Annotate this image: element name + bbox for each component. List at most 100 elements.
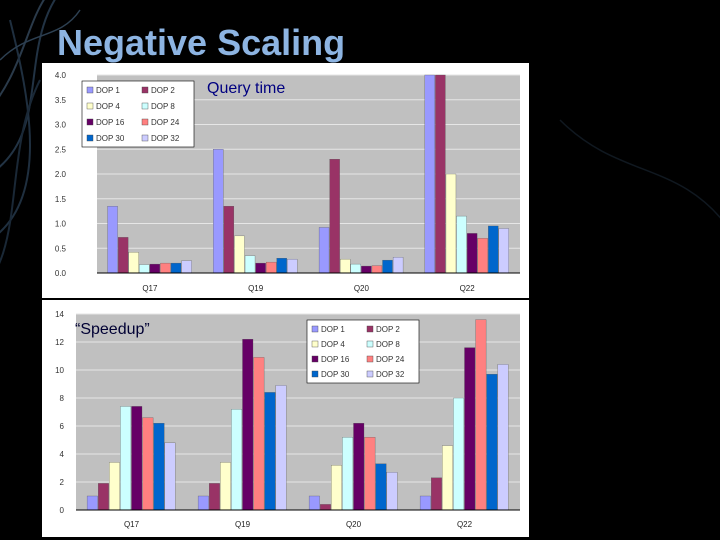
bar-dop-16-q20 xyxy=(353,423,365,511)
bar-dop-24-q17 xyxy=(142,417,154,511)
query-time-plot: 0.0 0.5 1.0 1.5 2.0 2.5 3.0 3.5 4.0 Q17 Q19 Q20 Q22 D… xyxy=(55,71,520,293)
y-tick-label: 3.0 xyxy=(55,121,67,130)
legend-label: DOP 24 xyxy=(151,118,180,127)
legend-label: DOP 16 xyxy=(321,355,350,364)
y-tick-label: 1.0 xyxy=(55,220,67,229)
bar-dop-4-q20 xyxy=(340,258,351,274)
bar-dop-2-q19 xyxy=(223,206,235,274)
bar-dop-8-q22 xyxy=(453,397,465,511)
y-tick-label: 0 xyxy=(60,506,65,515)
slide-title: Negative Scaling xyxy=(57,22,346,63)
legend-swatch xyxy=(86,86,94,94)
bar-dop-1-q19 xyxy=(213,149,224,274)
legend-swatch xyxy=(366,370,374,378)
bar-dop-1-q20 xyxy=(318,227,330,274)
category-label: Q22 xyxy=(460,284,476,293)
bar-dop-32-q22 xyxy=(498,228,509,274)
bar-dop-4-q22 xyxy=(442,445,453,511)
legend-label: DOP 4 xyxy=(96,102,120,111)
bar-dop-32-q20 xyxy=(386,472,398,511)
bar-dop-24-q19 xyxy=(253,357,265,511)
bar-dop-16-q20 xyxy=(361,265,372,274)
legend-label: DOP 32 xyxy=(151,134,180,143)
bar-dop-4-q19 xyxy=(220,462,231,511)
legend-swatch xyxy=(86,102,94,110)
legend-swatch xyxy=(366,355,374,363)
y-tick-label: 3.5 xyxy=(55,96,67,105)
y-tick-label: 0.5 xyxy=(55,244,67,253)
legend-label: DOP 8 xyxy=(151,102,175,111)
legend-label: DOP 30 xyxy=(96,134,125,143)
category-label: Q19 xyxy=(235,520,251,529)
bar-dop-1-q20 xyxy=(308,495,320,511)
bar-dop-32-q22 xyxy=(497,364,509,511)
legend-swatch xyxy=(311,355,319,363)
category-label: Q19 xyxy=(248,284,264,293)
y-tick-label: 12 xyxy=(55,338,64,347)
bar-dop-30-q20 xyxy=(375,463,387,511)
bar-dop-32-q19 xyxy=(275,385,287,511)
bar-dop-24-q20 xyxy=(364,437,376,511)
bar-dop-4-q17 xyxy=(109,462,120,511)
bar-dop-4-q22 xyxy=(445,173,457,274)
legend-swatch xyxy=(366,340,374,348)
bar-dop-1-q22 xyxy=(419,495,431,511)
query-time-chart-title: Query time xyxy=(207,80,286,97)
bar-dop-8-q19 xyxy=(244,255,256,274)
legend-label: DOP 1 xyxy=(96,86,120,95)
legend-swatch xyxy=(311,370,319,378)
bar-dop-16-q17 xyxy=(131,406,143,511)
legend-swatch xyxy=(141,102,149,110)
query-time-chart: 0.0 0.5 1.0 1.5 2.0 2.5 3.0 3.5 4.0 Q17 Q19 Q20 Q22 D… xyxy=(42,63,529,298)
category-label: Q17 xyxy=(124,520,140,529)
legend-swatch xyxy=(311,325,319,333)
bar-dop-4-q19 xyxy=(234,235,245,274)
bar-dop-2-q20 xyxy=(329,159,340,274)
bar-dop-24-q17 xyxy=(160,262,171,274)
y-tick-label: 2.0 xyxy=(55,170,67,179)
bar-dop-16-q22 xyxy=(464,347,476,511)
legend-swatch xyxy=(141,118,149,126)
bar-dop-2-q17 xyxy=(118,237,129,274)
bar-dop-24-q20 xyxy=(371,265,383,274)
legend-swatch xyxy=(366,325,374,333)
bar-dop-1-q19 xyxy=(197,495,209,511)
bar-dop-8-q17 xyxy=(120,406,132,511)
legend-box xyxy=(306,319,420,384)
bar-dop-30-q17 xyxy=(170,262,182,274)
y-tick-label: 6 xyxy=(60,422,65,431)
legend-label: DOP 32 xyxy=(376,370,405,379)
y-tick-label: 10 xyxy=(55,366,64,375)
legend-swatch xyxy=(141,86,149,94)
bar-dop-24-q19 xyxy=(266,261,277,274)
bar-dop-2-q22 xyxy=(431,477,442,511)
bar-dop-8-q20 xyxy=(342,437,354,511)
bar-dop-8-q17 xyxy=(139,264,150,274)
bar-dop-2-q22 xyxy=(435,74,446,274)
bar-dop-32-q17 xyxy=(181,260,192,274)
legend-label: DOP 30 xyxy=(321,370,350,379)
bar-dop-30-q22 xyxy=(488,225,499,274)
bar-dop-30-q22 xyxy=(486,374,498,511)
bar-dop-32-q19 xyxy=(287,258,298,274)
y-tick-label: 4 xyxy=(60,450,65,459)
legend-label: DOP 24 xyxy=(376,355,405,364)
bar-dop-2-q17 xyxy=(98,483,109,511)
bar-dop-8-q20 xyxy=(350,263,361,274)
bar-dop-2-q19 xyxy=(209,483,220,511)
legend-swatch xyxy=(141,134,149,142)
bar-dop-16-q22 xyxy=(466,233,478,274)
legend-label: DOP 4 xyxy=(321,340,345,349)
y-tick-label: 14 xyxy=(55,310,64,319)
bar-dop-30-q19 xyxy=(264,392,276,511)
bar-dop-16-q17 xyxy=(149,263,161,274)
y-tick-label: 2.5 xyxy=(55,145,67,154)
legend-label: DOP 1 xyxy=(321,325,345,334)
bar-dop-32-q17 xyxy=(164,442,176,511)
legend-swatch xyxy=(86,134,94,142)
speedup-plot: 0 2 4 6 8 10 12 14 Q17 Q19 Q20 Q22 DOP 1 DOP 2 DOP 4 DO… xyxy=(55,310,520,529)
bar-dop-1-q17 xyxy=(86,495,98,511)
bar-dop-4-q17 xyxy=(128,252,139,274)
y-tick-label: 8 xyxy=(60,394,65,403)
speedup-chart-title: “Speedup” xyxy=(75,321,150,338)
